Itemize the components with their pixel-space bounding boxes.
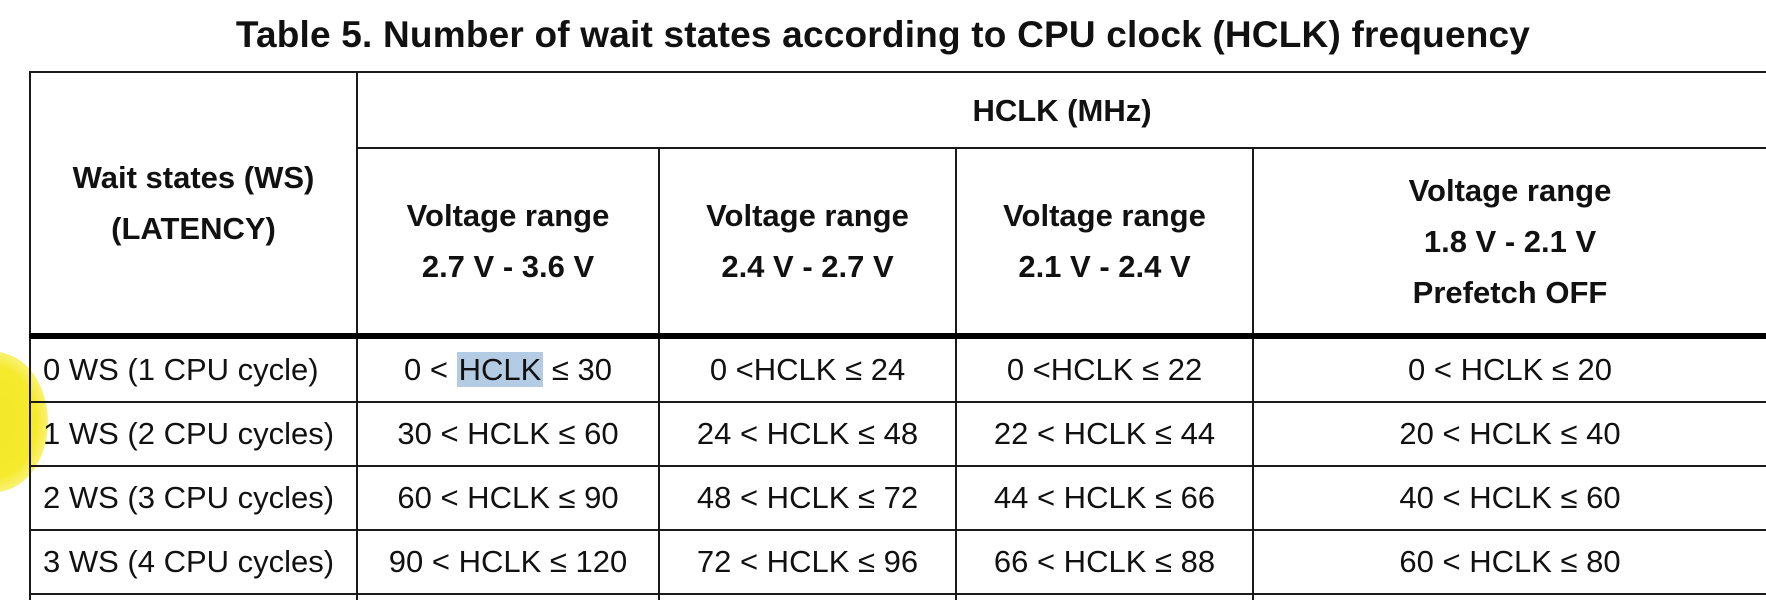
ws-cell: 0 WS (1 CPU cycle) xyxy=(29,335,358,403)
ws-cell: 2 WS (3 CPU cycles) xyxy=(29,465,358,531)
hclk-cell: 60 < HCLK ≤ 90 xyxy=(356,465,660,531)
table-row: 0 WS (1 CPU cycle) 0 < HCLK ≤ 30 0 <HCLK… xyxy=(29,335,1766,403)
hclk-cell: 30 < HCLK ≤ 60 xyxy=(356,401,660,467)
table-row: 3 WS (4 CPU cycles) 90 < HCLK ≤ 120 72 <… xyxy=(29,529,1766,595)
hclk-cell: 90 < HCLK ≤ 120 xyxy=(356,529,660,595)
hclk-cell-empty xyxy=(356,593,660,600)
header-row-top: Wait states (WS) (LATENCY) HCLK (MHz) xyxy=(29,71,1766,339)
voltage-range-header-3: Voltage range 2.1 V - 2.4 V xyxy=(955,147,1254,339)
hclk-cell-suffix: ≤ 30 xyxy=(543,352,612,387)
hclk-cell: 20 < HCLK ≤ 40 xyxy=(1251,401,1766,467)
hclk-cell: 72 < HCLK ≤ 96 xyxy=(658,529,957,595)
hclk-cell: 0 <HCLK ≤ 22 xyxy=(955,335,1254,403)
voltage-range-2-value: 2.4 V - 2.7 V xyxy=(721,249,894,284)
hclk-cell: 0 < HCLK ≤ 20 xyxy=(1251,335,1766,403)
ws-column-header: Wait states (WS) (LATENCY) xyxy=(29,71,358,339)
voltage-range-header-4: Voltage range 1.8 V - 2.1 V Prefetch OFF xyxy=(1251,147,1766,339)
hclk-cell: 48 < HCLK ≤ 72 xyxy=(658,465,957,531)
ws-cell: 1 WS (2 CPU cycles) xyxy=(29,401,358,467)
header-row-voltage: Voltage range 2.7 V - 3.6 V Voltage rang… xyxy=(30,147,1766,339)
voltage-range-3-value: 2.1 V - 2.4 V xyxy=(1018,249,1191,284)
voltage-range-4-note: Prefetch OFF xyxy=(1412,274,1608,310)
hclk-cell: 44 < HCLK ≤ 66 xyxy=(955,465,1254,531)
hclk-cell-empty xyxy=(658,593,957,600)
hclk-group-header: HCLK (MHz) xyxy=(355,71,1766,149)
wait-states-table: Wait states (WS) (LATENCY) HCLK (MHz) Vo… xyxy=(29,71,1766,600)
hclk-cell-empty xyxy=(955,593,1254,600)
table-caption: Table 5. Number of wait states according… xyxy=(235,14,1531,55)
ws-cell-empty xyxy=(29,593,358,600)
voltage-range-3-label: Voltage range xyxy=(1003,198,1206,233)
hclk-cell[interactable]: 0 < HCLK ≤ 30 xyxy=(356,335,660,403)
voltage-range-4-label: Voltage range xyxy=(1408,172,1612,208)
hclk-cell-empty xyxy=(1251,593,1766,600)
ws-header-line-1: Wait states (WS) xyxy=(72,160,315,195)
voltage-range-header-1: Voltage range 2.7 V - 3.6 V xyxy=(356,147,660,339)
hclk-cell: 66 < HCLK ≤ 88 xyxy=(955,529,1254,595)
table-row-partial xyxy=(29,593,1766,600)
voltage-range-header-2: Voltage range 2.4 V - 2.7 V xyxy=(658,147,957,339)
ws-cell: 3 WS (4 CPU cycles) xyxy=(29,529,358,595)
hclk-cell: 0 <HCLK ≤ 24 xyxy=(658,335,957,403)
hclk-cell: 24 < HCLK ≤ 48 xyxy=(658,401,957,467)
table-row: 1 WS (2 CPU cycles) 30 < HCLK ≤ 60 24 < … xyxy=(29,401,1766,467)
voltage-range-1-value: 2.7 V - 3.6 V xyxy=(421,249,595,284)
ws-header-line-2: (LATENCY) xyxy=(111,211,276,246)
selected-text[interactable]: HCLK xyxy=(456,352,544,387)
table-row: 2 WS (3 CPU cycles) 60 < HCLK ≤ 90 48 < … xyxy=(29,465,1766,531)
voltage-range-4-value: 1.8 V - 2.1 V xyxy=(1423,223,1597,259)
hclk-cell-prefix: 0 < xyxy=(403,352,457,387)
hclk-cell: 60 < HCLK ≤ 80 xyxy=(1251,529,1766,595)
hclk-cell: 22 < HCLK ≤ 44 xyxy=(955,401,1254,467)
voltage-range-2-label: Voltage range xyxy=(706,198,909,233)
hclk-cell: 40 < HCLK ≤ 60 xyxy=(1251,465,1766,531)
voltage-range-1-label: Voltage range xyxy=(406,198,610,233)
